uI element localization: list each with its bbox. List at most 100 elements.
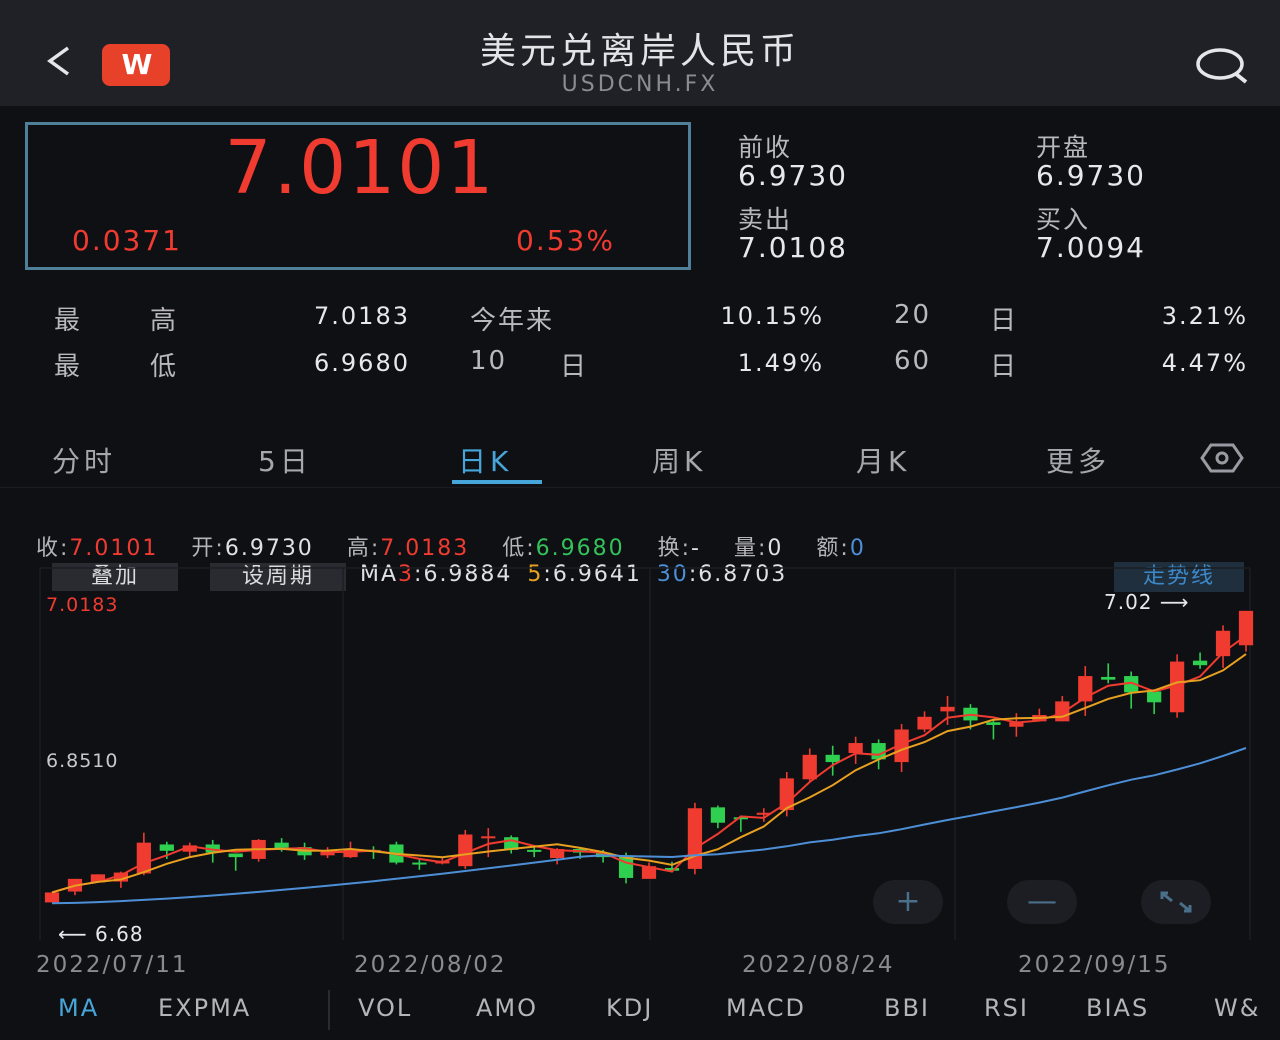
price-change-percent: 0.53% [516, 224, 615, 257]
d20-label-a: 20 [894, 300, 932, 330]
d10-label-b: 日 [560, 352, 589, 382]
prev-close-value: 6.9730 [738, 159, 848, 192]
expand-icon [1160, 891, 1192, 913]
candle-down [159, 844, 174, 851]
max-annotation: 7.02 ⟶ [1104, 590, 1190, 614]
candle-up [1238, 610, 1254, 646]
candle-up [182, 845, 197, 852]
zoom-in-button[interactable]: + [873, 880, 943, 924]
candle-up [687, 808, 703, 869]
prev-close-label: 前收 [738, 133, 793, 162]
high-value: 7.0183 [380, 536, 470, 561]
candle-up [550, 848, 565, 859]
candle-down [1101, 676, 1116, 680]
tab-monthly-k[interactable]: 月K [856, 445, 911, 478]
candle-down [1192, 660, 1208, 666]
candle-down [1147, 691, 1162, 703]
indicator-bias[interactable]: BIAS [1086, 994, 1150, 1022]
settings-icon[interactable] [1200, 443, 1244, 473]
tab-intraday[interactable]: 分时 [52, 445, 117, 478]
ma30-line [51, 747, 1247, 905]
ohlc-info-row: 收:7.0101 开:6.9730 高:7.0183 低:6.9680 换:- … [36, 530, 866, 562]
candle-up [44, 892, 60, 903]
open-value: 6.9730 [1036, 159, 1146, 192]
volume-label: 量: [734, 536, 768, 561]
candlestick-chart[interactable] [0, 560, 1280, 950]
candle-down [710, 807, 726, 823]
candle-up [136, 842, 151, 874]
candle-down [664, 868, 680, 871]
low-label-b: 低 [150, 352, 179, 382]
x-axis-label-2: 2022/08/02 [354, 952, 507, 978]
candle-up [113, 872, 129, 882]
candle-up [320, 851, 335, 856]
ma-prefix: MA [360, 562, 399, 587]
ma30-value: :6.8703 [688, 562, 788, 587]
x-axis-label-3: 2022/08/24 [742, 952, 895, 978]
turnover-label: 换: [657, 536, 692, 561]
search-icon[interactable] [1194, 44, 1250, 84]
indicator-rsi[interactable]: RSI [984, 994, 1029, 1022]
indicator-vol[interactable]: VOL [358, 994, 413, 1022]
ask-value: 7.0108 [738, 231, 848, 264]
candle-down [274, 842, 289, 849]
candle-up [917, 716, 932, 730]
candle-up [481, 836, 496, 839]
candle-up [1009, 722, 1024, 727]
ytd-label: 今年来 [470, 306, 555, 336]
d10-label-a: 10 [470, 346, 508, 376]
high-label: 高: [346, 536, 381, 561]
expand-button[interactable] [1141, 880, 1211, 924]
zoom-out-button[interactable]: — [1007, 880, 1077, 924]
indicator-ma[interactable]: MA [58, 994, 100, 1022]
candle-up [802, 754, 817, 780]
price-panel [25, 122, 691, 270]
indicator-wr[interactable]: W& [1214, 994, 1261, 1022]
indicator-macd[interactable]: MACD [726, 994, 806, 1022]
amount-value: 0 [849, 536, 866, 561]
d60-label-a: 60 [894, 346, 932, 376]
last-price: 7.0101 [224, 125, 496, 211]
candle-up [1169, 661, 1185, 713]
open-label: 开盘 [1036, 133, 1091, 162]
candle-up [756, 812, 771, 815]
candle-down [228, 853, 243, 858]
candle-up [343, 848, 358, 858]
high-label-a: 最 [54, 306, 83, 336]
candle-down [825, 754, 840, 763]
open-value: 6.9730 [224, 536, 314, 561]
ma5-line [51, 653, 1247, 894]
axis-high-label: 7.0183 [46, 594, 119, 616]
day-low-value: 6.9680 [314, 349, 410, 377]
candle-down [986, 722, 1001, 725]
x-axis-label-1: 2022/07/11 [36, 952, 189, 978]
d60-value: 4.47% [1161, 349, 1248, 377]
tab-more[interactable]: 更多 [1046, 445, 1111, 478]
d20-label-b: 日 [990, 306, 1019, 336]
app-logo: W [102, 44, 170, 86]
indicator-kdj[interactable]: KDJ [606, 994, 654, 1022]
candle-down [412, 862, 427, 865]
tab-weekly-k[interactable]: 周K [652, 445, 707, 478]
low-label: 低: [502, 536, 536, 561]
candle-up [458, 834, 473, 867]
open-label: 开: [191, 536, 225, 561]
price-change: 0.0371 [72, 224, 182, 257]
chevron-left-icon[interactable] [44, 46, 74, 76]
tab-daily-k[interactable]: 日K [458, 445, 513, 478]
ytd-value: 10.15% [720, 302, 824, 330]
candle-up [940, 706, 955, 712]
indicator-bbi[interactable]: BBI [884, 994, 931, 1022]
indicator-amo[interactable]: AMO [476, 994, 539, 1022]
tab-5day[interactable]: 5日 [258, 445, 312, 478]
candle-up [1055, 701, 1070, 722]
candle-down [733, 817, 748, 820]
turnover-value: - [691, 536, 701, 561]
indicator-expma[interactable]: EXPMA [158, 994, 252, 1022]
ask-label: 卖出 [738, 205, 793, 234]
bid-value: 7.0094 [1036, 231, 1146, 264]
indicator-divider [328, 990, 330, 1030]
d60-label-b: 日 [990, 352, 1019, 382]
min-annotation: ⟵ 6.68 [58, 922, 144, 946]
top-bar [0, 0, 1280, 106]
